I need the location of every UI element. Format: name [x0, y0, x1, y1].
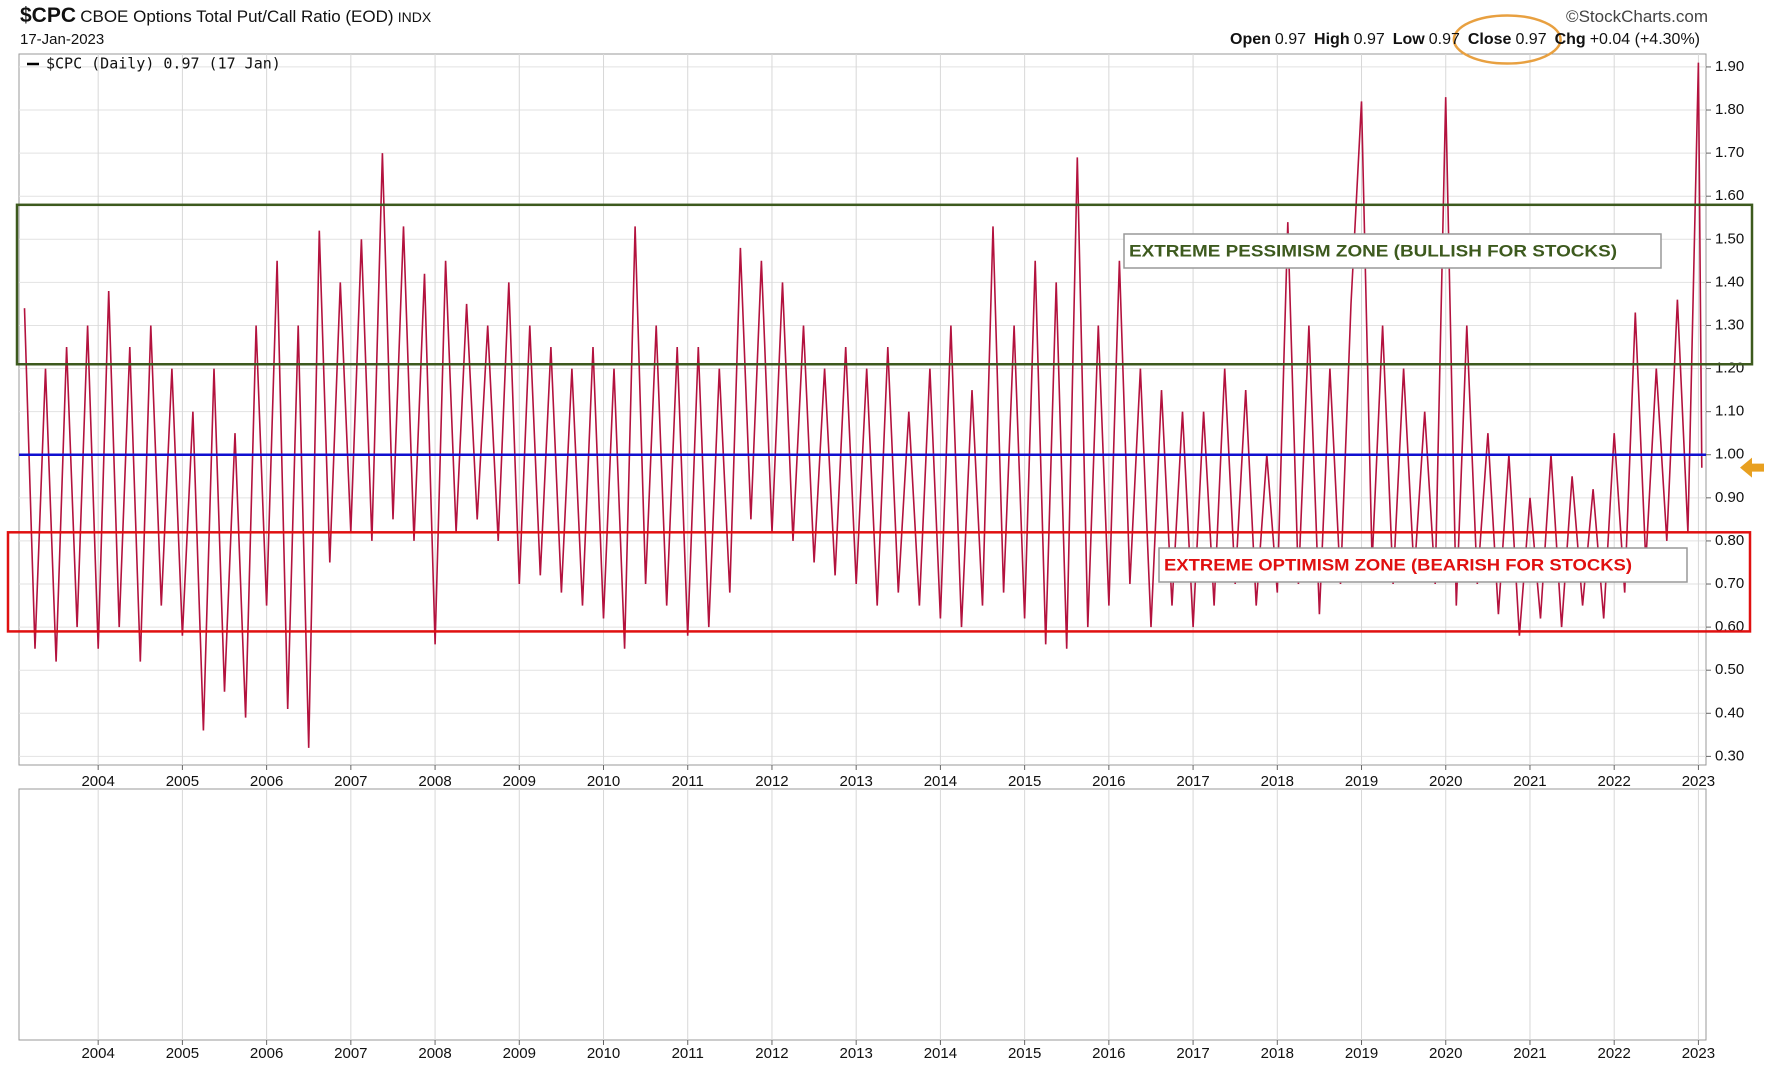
quote-row: Open 0.97 High 0.97 Low 0.97 Close 0.97 Chg +0.04…	[1222, 31, 1700, 49]
quote-label: Chg	[1554, 31, 1586, 48]
y-tick-label: 1.70	[1715, 144, 1744, 161]
x-tick-label: 2018	[1261, 1045, 1294, 1062]
x-tick-label: 2007	[334, 773, 367, 790]
x-tick-label: 2005	[166, 1045, 199, 1062]
exchange: INDX	[397, 9, 432, 25]
y-tick-label: 1.40	[1715, 273, 1744, 290]
x-tick-label: 2006	[250, 773, 283, 790]
quote-value: 0.97	[1353, 31, 1385, 48]
y-tick-label: 1.50	[1715, 230, 1744, 247]
x-tick-label: 2017	[1176, 1045, 1209, 1062]
x-tick-label: 2010	[587, 773, 620, 790]
y-tick-label: 1.30	[1715, 316, 1744, 333]
quote-value: 0.97	[1515, 31, 1547, 48]
quote-label: High	[1314, 31, 1350, 48]
x-tick-label: 2004	[81, 773, 114, 790]
y-tick-label: 0.80	[1715, 532, 1744, 549]
x-tick-label: 2011	[672, 1045, 704, 1062]
zone-label: EXTREME PESSIMISM ZONE (BULLISH FOR STOC…	[1129, 241, 1617, 260]
x-tick-label: 2008	[418, 1045, 451, 1062]
quote-label: Open	[1230, 31, 1271, 48]
x-tick-label: 2009	[503, 1045, 536, 1062]
x-tick-label: 2016	[1092, 1045, 1125, 1062]
y-tick-label: 0.40	[1715, 704, 1744, 721]
x-tick-label: 2011	[672, 773, 704, 790]
x-tick-label: 2020	[1429, 773, 1462, 790]
zone-label: EXTREME OPTIMISM ZONE (BEARISH FOR STOCK…	[1164, 555, 1632, 574]
quote-label: Low	[1392, 31, 1425, 48]
x-tick-label: 2014	[924, 1045, 957, 1062]
x-tick-label: 2013	[839, 773, 872, 790]
x-tick-label: 2022	[1598, 1045, 1631, 1062]
y-tick-label: 1.20	[1715, 360, 1744, 377]
x-tick-label: 2019	[1345, 773, 1378, 790]
series-line	[23, 62, 1703, 748]
x-tick-label: 2009	[503, 773, 536, 790]
x-tick-label: 2020	[1429, 1045, 1462, 1062]
x-tick-label: 2022	[1598, 773, 1631, 790]
source: ©StockCharts.com	[1566, 7, 1708, 26]
x-tick-label: 2014	[924, 773, 957, 790]
x-tick-label: 2015	[1008, 1045, 1041, 1062]
x-tick-label: 2016	[1092, 773, 1125, 790]
x-tick-label: 2012	[755, 773, 788, 790]
y-tick-label: 0.30	[1715, 747, 1744, 764]
highlight-circle	[1452, 14, 1562, 65]
x-tick-label: 2018	[1261, 773, 1294, 790]
y-tick-label: 1.80	[1715, 101, 1744, 118]
y-tick-label: 1.10	[1715, 403, 1744, 420]
x-tick-label: 2008	[418, 773, 451, 790]
x-tick-label: 2019	[1345, 1045, 1378, 1062]
x-tick-label: 2021	[1513, 1045, 1546, 1062]
title-row: $CPC CBOE Options Total Put/Call Ratio (…	[20, 4, 431, 28]
x-tick-label: 2021	[1513, 773, 1546, 790]
x-tick-label: 2023	[1682, 1045, 1715, 1062]
zone-label-box	[1158, 547, 1688, 583]
x-tick-label: 2017	[1176, 773, 1209, 790]
quote-value: 0.97	[1428, 31, 1460, 48]
quote-label: Close	[1467, 31, 1512, 48]
y-tick-label: 1.60	[1715, 187, 1744, 204]
x-tick-label: 2007	[334, 1045, 367, 1062]
name: CBOE Options Total Put/Call Ratio (EOD)	[80, 7, 394, 26]
x-tick-label: 2010	[587, 1045, 620, 1062]
y-tick-label: 0.70	[1715, 575, 1744, 592]
x-tick-label: 2004	[81, 1045, 114, 1062]
zone-box	[6, 531, 1752, 633]
x-tick-label: 2012	[755, 1045, 788, 1062]
date: 17-Jan-2023	[20, 31, 105, 48]
x-tick-label: 2013	[839, 1045, 872, 1062]
zone-label-box	[1123, 233, 1662, 269]
zone-box	[15, 203, 1754, 366]
y-tick-label: 0.50	[1715, 661, 1744, 678]
y-tick-label: 0.90	[1715, 489, 1744, 506]
y-tick-label: 1.00	[1715, 446, 1744, 463]
x-tick-label: 2005	[166, 773, 199, 790]
x-tick-label: 2023	[1682, 773, 1715, 790]
quote-value: 0.97	[1274, 31, 1307, 48]
x-tick-label: 2015	[1008, 773, 1041, 790]
y-tick-label: 1.90	[1715, 58, 1744, 75]
legend-label: $CPC (Daily) 0.97 (17 Jan)	[46, 55, 281, 73]
symbol: $CPC	[20, 4, 77, 27]
quote-value: +0.04 (+4.30%)	[1589, 31, 1700, 48]
lower-panel	[18, 788, 1707, 1041]
last-value-arrow	[1740, 457, 1764, 478]
x-tick-label: 2006	[250, 1045, 283, 1062]
